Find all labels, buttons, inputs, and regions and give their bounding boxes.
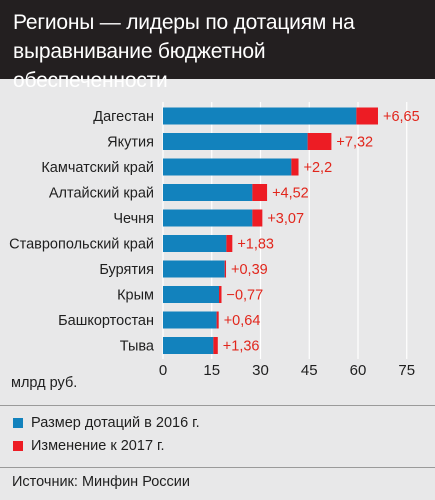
change-data-label: +7,32 <box>336 135 373 151</box>
legend-swatch <box>13 418 23 428</box>
change-data-label: +0,39 <box>231 262 268 278</box>
base-bar <box>163 286 222 303</box>
base-bar <box>163 158 292 176</box>
chart-title-line-2: выравнивание бюджетной обеспеченности <box>13 40 266 92</box>
legend-label: Размер дотаций в 2016 г. <box>31 415 200 431</box>
change-bar <box>218 286 222 303</box>
chart-title: Регионы — лидеры по дотациям на выравнив… <box>0 0 435 92</box>
base-bar <box>163 184 253 201</box>
x-tick-label: 75 <box>398 362 415 379</box>
legend-divider <box>0 405 435 406</box>
category-label: Алтайский край <box>49 186 154 202</box>
x-axis-unit-label: млрд руб. <box>11 375 78 391</box>
change-bar <box>307 133 332 150</box>
legend-swatch <box>13 441 23 451</box>
change-data-label: +2,2 <box>304 160 333 176</box>
source-divider <box>0 467 435 468</box>
bar-chart: 0 15 30 45 60 75 Дагестан +6,65 Якутия +7,32 Камча… <box>9 102 420 379</box>
change-data-label: +1,83 <box>237 237 274 253</box>
change-data-label: +6,65 <box>383 109 420 125</box>
legend-item: Изменение к 2017 г. <box>13 438 165 454</box>
category-label: Бурятия <box>99 262 154 278</box>
chart-title-line-1: Регионы — лидеры по дотациям на <box>13 11 355 34</box>
x-tick-label: 30 <box>252 362 269 379</box>
base-bar <box>163 133 308 150</box>
change-data-label: +4,52 <box>272 186 309 202</box>
x-tick-label: 0 <box>159 362 167 379</box>
base-bar <box>163 235 227 252</box>
x-tick-label: 15 <box>203 362 220 379</box>
source-note: Источник: Минфин России <box>12 474 191 490</box>
x-tick-label: 60 <box>350 362 367 379</box>
change-data-label: −0,77 <box>227 288 264 304</box>
change-bar <box>291 158 299 176</box>
change-bar <box>216 311 219 329</box>
base-bar <box>163 209 253 227</box>
base-bar <box>163 107 357 125</box>
change-data-label: +1,36 <box>223 339 260 355</box>
category-label: Тыва <box>120 339 155 355</box>
change-bar <box>226 235 233 252</box>
category-label: Башкортостан <box>58 313 154 329</box>
change-data-label: +3,07 <box>267 211 304 227</box>
legend-label: Изменение к 2017 г. <box>31 438 165 454</box>
category-label: Дагестан <box>93 109 154 125</box>
change-data-label: +0,64 <box>224 313 261 329</box>
base-bar <box>163 337 214 354</box>
legend-item: Размер дотаций в 2016 г. <box>13 415 200 431</box>
change-bar <box>356 107 378 125</box>
category-label: Ставропольский край <box>9 237 154 253</box>
base-bar <box>163 260 225 278</box>
category-label: Крым <box>117 288 154 304</box>
base-bar <box>163 311 217 329</box>
category-label: Якутия <box>107 135 154 151</box>
change-bar <box>224 260 227 278</box>
change-bar <box>213 337 218 354</box>
change-bar <box>252 184 268 201</box>
category-label: Камчатский край <box>41 160 154 176</box>
change-bar <box>252 209 263 227</box>
x-tick-label: 45 <box>301 362 318 379</box>
category-label: Чечня <box>113 211 154 227</box>
